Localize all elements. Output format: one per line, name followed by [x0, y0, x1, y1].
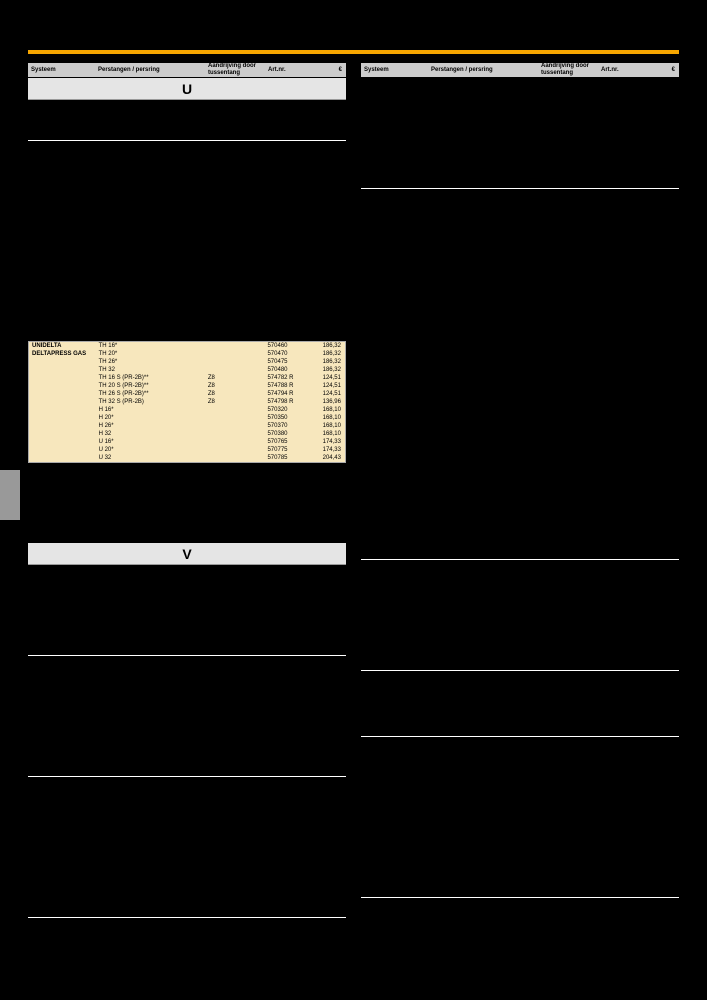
right-column: Systeem Perstangen / persring Aandrijvin…	[361, 62, 679, 918]
price-value: 168,10	[315, 430, 345, 438]
artnr-value: 570765	[267, 438, 315, 446]
plain-block-2	[28, 141, 346, 341]
main-columns: Systeem Perstangen / persring Aandrijvin…	[28, 62, 679, 918]
plain-block-r4	[361, 671, 679, 736]
highlighted-block: UNIDELTATH 16*570460186,32DELTAPRESS GAS…	[28, 341, 346, 463]
pressring-value: H 32	[99, 430, 208, 438]
drive-value: Z8	[208, 390, 268, 398]
table-row: H 16* 570320168,10	[29, 406, 345, 414]
pressring-value: TH 16 S (PR-2B)**	[99, 374, 208, 382]
drive-value: Z8	[208, 398, 268, 406]
hdr-systeem: Systeem	[361, 67, 431, 73]
hdr-perstangen: Perstangen / persring	[431, 67, 541, 73]
price-value: 124,51	[315, 390, 345, 398]
price-value: 168,10	[315, 422, 345, 430]
artnr-value: 574788 R	[267, 382, 315, 390]
plain-block-r1	[361, 78, 679, 188]
plain-block-r3	[361, 560, 679, 670]
hdr-aandrijving: Aandrijving door tussentang	[208, 63, 268, 77]
hdr-perstangen: Perstangen / persring	[98, 67, 208, 73]
section-letter-v: V	[28, 543, 346, 565]
price-value: 168,10	[315, 406, 345, 414]
price-value: 174,33	[315, 438, 345, 446]
table-row: TH 32 S (PR-2B)Z8574798 R136,96	[29, 398, 345, 406]
hdr-euro: €	[316, 67, 346, 73]
artnr-value: 570320	[267, 406, 315, 414]
section-letter-u: U	[28, 78, 346, 100]
table-row: UNIDELTATH 16* 570460186,32	[29, 342, 345, 350]
pressring-value: H 26*	[99, 422, 208, 430]
artnr-value: 574782 R	[267, 374, 315, 382]
plain-block-r5	[361, 737, 679, 897]
side-tab	[0, 470, 20, 520]
artnr-value: 574798 R	[267, 398, 315, 406]
artnr-value: 570350	[267, 414, 315, 422]
price-value: 136,96	[315, 398, 345, 406]
pressring-value: H 16*	[99, 406, 208, 414]
left-column: Systeem Perstangen / persring Aandrijvin…	[28, 62, 346, 918]
price-value: 124,51	[315, 382, 345, 390]
pressring-value: TH 20*	[99, 350, 208, 358]
pressring-value: U 20*	[99, 446, 208, 454]
hdr-aandrijving: Aandrijving door tussentang	[541, 63, 601, 77]
pressring-value: TH 32	[99, 366, 208, 374]
divider	[361, 897, 679, 898]
plain-block-r2	[361, 189, 679, 559]
hdr-artnr: Art.nr.	[601, 67, 649, 73]
table-row: DELTAPRESS GASTH 20* 570470186,32	[29, 350, 345, 358]
pressring-value: TH 32 S (PR-2B)	[99, 398, 208, 406]
table-row: TH 32 570480186,32	[29, 366, 345, 374]
pressring-value: U 16*	[99, 438, 208, 446]
price-value: 186,32	[315, 342, 345, 350]
table-row: TH 26 S (PR-2B)**Z8574794 R124,51	[29, 390, 345, 398]
drive-value: Z8	[208, 382, 268, 390]
artnr-value: 570460	[267, 342, 315, 350]
pressring-value: TH 26*	[99, 358, 208, 366]
plain-block-5	[28, 656, 346, 776]
price-value: 168,10	[315, 414, 345, 422]
pressring-value: TH 20 S (PR-2B)**	[99, 382, 208, 390]
price-value: 174,33	[315, 446, 345, 454]
pressring-value: TH 16*	[99, 342, 208, 350]
plain-block-3	[28, 463, 346, 543]
pressring-value: U 32	[99, 454, 208, 462]
artnr-value: 570470	[267, 350, 315, 358]
pressring-value: H 20*	[99, 414, 208, 422]
divider	[28, 917, 346, 918]
plain-block-1	[28, 100, 346, 140]
plain-block-6	[28, 777, 346, 917]
table-row: TH 26* 570475186,32	[29, 358, 345, 366]
artnr-value: 570475	[267, 358, 315, 366]
table-row: TH 16 S (PR-2B)**Z8574782 R124,51	[29, 374, 345, 382]
table-row: U 20* 570775174,33	[29, 446, 345, 454]
table-row: H 32 570380168,10	[29, 430, 345, 438]
artnr-value: 570775	[267, 446, 315, 454]
artnr-value: 570785	[267, 454, 315, 462]
hdr-systeem: Systeem	[28, 67, 98, 73]
price-value: 124,51	[315, 374, 345, 382]
hdr-euro: €	[649, 67, 679, 73]
column-header-right: Systeem Perstangen / persring Aandrijvin…	[361, 62, 679, 78]
top-orange-band	[28, 50, 679, 54]
pressring-value: TH 26 S (PR-2B)**	[99, 390, 208, 398]
price-value: 186,32	[315, 366, 345, 374]
price-value: 186,32	[315, 350, 345, 358]
hdr-artnr: Art.nr.	[268, 67, 316, 73]
artnr-value: 570480	[267, 366, 315, 374]
artnr-value: 570370	[267, 422, 315, 430]
plain-block-4	[28, 565, 346, 655]
table-row: U 16* 570765174,33	[29, 438, 345, 446]
table-row: H 20* 570350168,10	[29, 414, 345, 422]
price-value: 186,32	[315, 358, 345, 366]
system-label: UNIDELTA	[29, 342, 99, 350]
table-row: H 26* 570370168,10	[29, 422, 345, 430]
price-value: 204,43	[315, 454, 345, 462]
table-row: TH 20 S (PR-2B)**Z8574788 R124,51	[29, 382, 345, 390]
artnr-value: 570380	[267, 430, 315, 438]
column-header-left: Systeem Perstangen / persring Aandrijvin…	[28, 62, 346, 78]
system-label: DELTAPRESS GAS	[29, 350, 99, 358]
drive-value: Z8	[208, 374, 268, 382]
table-row: U 32 570785204,43	[29, 454, 345, 462]
artnr-value: 574794 R	[267, 390, 315, 398]
